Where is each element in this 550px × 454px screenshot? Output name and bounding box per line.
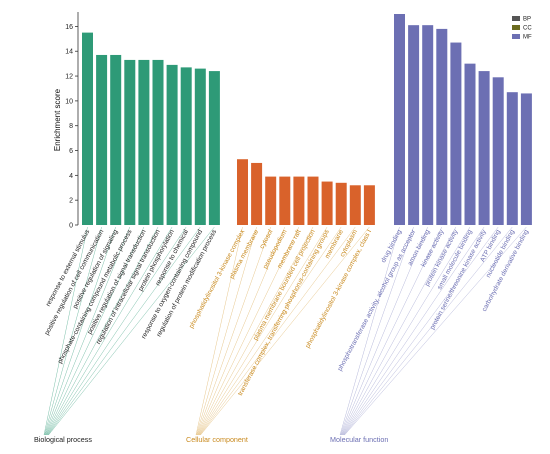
bar (450, 42, 462, 225)
guide-line (195, 226, 243, 436)
bar (422, 25, 434, 225)
guide-line (342, 226, 485, 436)
guide-line (340, 226, 414, 436)
guide-line (44, 226, 102, 436)
bar (265, 176, 277, 225)
legend-swatch (512, 25, 520, 30)
guide-line (200, 226, 370, 436)
label-guide-lines (43, 226, 527, 436)
bar (307, 176, 319, 225)
bar (82, 32, 93, 225)
bar (492, 77, 504, 225)
group-label: Molecular function (330, 435, 388, 444)
y-tick-label: 8 (69, 123, 73, 130)
guide-line (343, 226, 513, 436)
bar (180, 67, 192, 225)
bar (293, 176, 305, 225)
guide-line (45, 226, 145, 436)
guide-line (43, 226, 88, 436)
legend-swatch (512, 34, 520, 39)
legend: BP CC MF (512, 16, 532, 41)
bar (394, 14, 405, 225)
guide-line (197, 226, 286, 436)
bar (138, 59, 150, 226)
bar (363, 185, 375, 225)
bar (194, 68, 206, 226)
group-label: Biological process (34, 435, 92, 444)
guide-line (47, 226, 187, 436)
guide-line (196, 226, 257, 436)
bar (96, 54, 108, 225)
group-label: Cellular component (186, 435, 248, 444)
y-tick-label: 14 (65, 49, 73, 56)
bar (279, 176, 291, 225)
bar (478, 71, 490, 225)
guide-line (343, 226, 499, 436)
guide-line (48, 226, 215, 436)
guide-line (199, 226, 356, 436)
guide-line (341, 226, 457, 436)
bar (464, 63, 476, 225)
guide-line (47, 226, 201, 436)
group-labels: Biological process Cellular component Mole… (34, 435, 388, 444)
y-tick-label: 6 (69, 148, 73, 155)
bar (321, 181, 333, 225)
bar (124, 59, 136, 226)
guide-line (198, 226, 314, 436)
bar (251, 162, 263, 225)
bar (436, 28, 448, 225)
guide-line (339, 226, 400, 436)
bar (506, 92, 518, 225)
bars (82, 14, 532, 226)
bar (110, 54, 122, 225)
y-tick-label: 16 (65, 24, 73, 31)
bar (208, 71, 220, 225)
bar (520, 93, 532, 225)
bar (349, 185, 361, 225)
guide-line (197, 226, 300, 436)
guide-line (44, 226, 116, 436)
guide-line (344, 226, 527, 436)
guide-line (45, 226, 131, 436)
guide-line (341, 226, 443, 436)
guide-line (196, 226, 271, 436)
legend-label: CC (523, 26, 532, 32)
y-tick-label: 0 (69, 222, 73, 229)
bar (237, 159, 248, 225)
y-axis: 0 2 4 6 8 10 12 14 16 (65, 12, 79, 229)
guide-line (340, 226, 428, 436)
y-tick-label: 10 (65, 98, 73, 105)
guide-line (199, 226, 342, 436)
y-tick-label: 4 (69, 173, 73, 180)
legend-label: MF (523, 35, 532, 41)
bar (335, 182, 347, 225)
guide-line (46, 226, 173, 436)
y-tick-label: 2 (69, 198, 73, 205)
guide-line (342, 226, 471, 436)
guide-line (46, 226, 159, 436)
bar (166, 64, 178, 225)
legend-label: BP (523, 17, 531, 23)
guide-line (198, 226, 328, 436)
y-axis-title: Enrichment score (53, 88, 62, 151)
y-tick-label: 12 (65, 73, 73, 80)
bar (152, 59, 164, 226)
bar (408, 25, 420, 225)
legend-swatch (512, 16, 520, 21)
